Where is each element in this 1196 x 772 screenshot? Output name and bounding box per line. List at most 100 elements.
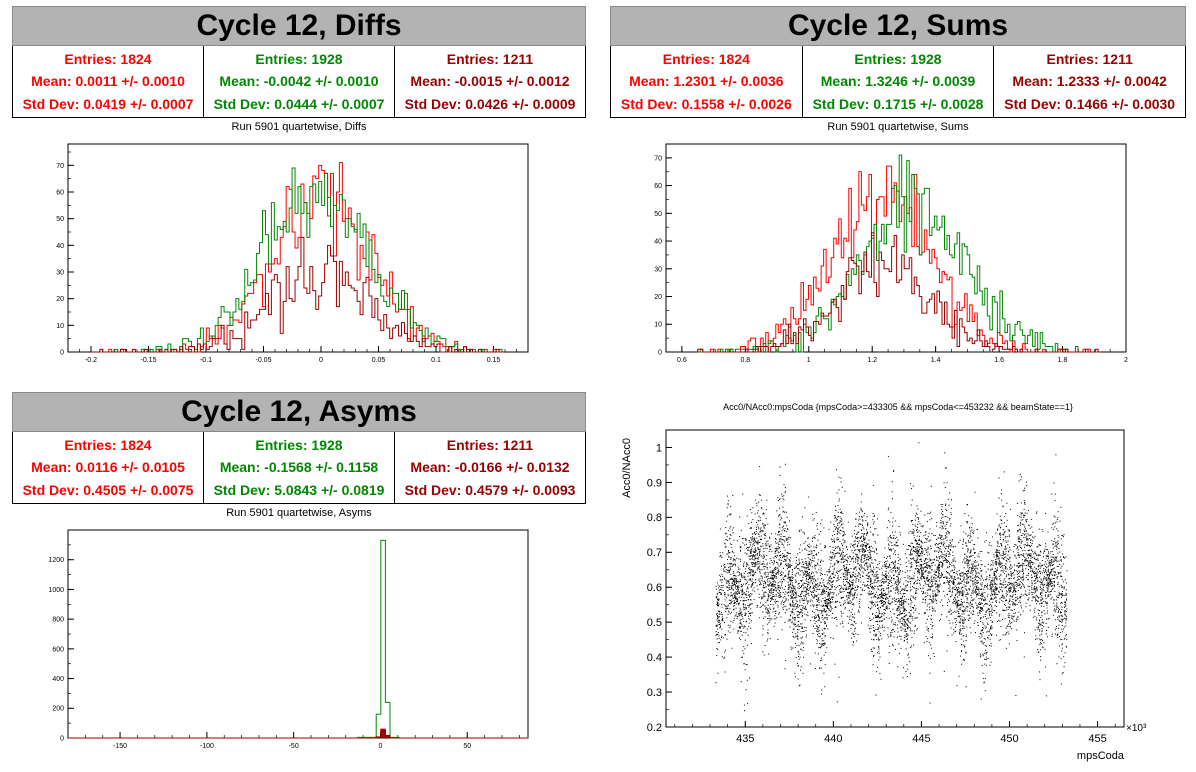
- scatter-point: [812, 588, 814, 589]
- scatter-point: [903, 583, 905, 585]
- scatter-point: [875, 574, 877, 576]
- scatter-point: [1060, 567, 1062, 569]
- scatter-point: [901, 599, 902, 601]
- scatter-point: [998, 565, 1000, 567]
- scatter-point: [753, 539, 755, 541]
- scatter-point: [870, 568, 872, 570]
- scatter-point: [991, 622, 993, 623]
- scatter-point: [920, 565, 922, 566]
- scatter-point: [911, 548, 913, 550]
- scatter-point: [798, 645, 800, 647]
- scatter-point: [1020, 542, 1022, 544]
- scatter-point: [946, 545, 948, 547]
- scatter-point: [969, 541, 971, 543]
- scatter-point: [1051, 581, 1053, 582]
- scatter-point: [941, 572, 943, 574]
- scatter-point: [816, 572, 818, 574]
- scatter-point: [874, 635, 876, 637]
- scatter-point: [726, 536, 728, 538]
- scatter-point: [834, 562, 836, 564]
- scatter-point: [965, 582, 967, 584]
- scatter-point: [1062, 536, 1064, 538]
- scatter-point: [735, 580, 737, 582]
- scatter-point: [1020, 502, 1022, 504]
- scatter-point: [800, 529, 802, 531]
- scatter-point: [729, 563, 731, 565]
- scatter-point: [879, 613, 881, 615]
- scatter-point: [868, 578, 870, 580]
- scatter-point: [873, 534, 874, 536]
- scatter-point: [1060, 571, 1062, 573]
- scatter-point: [963, 622, 965, 624]
- scatter-point: [955, 622, 957, 623]
- scatter-point: [999, 620, 1001, 622]
- scatter-point: [963, 659, 964, 660]
- scatter-point: [931, 565, 933, 567]
- scatter-point: [752, 582, 754, 584]
- scatter-point: [924, 571, 926, 573]
- scatter-point: [1001, 570, 1003, 572]
- scatter-point: [802, 612, 804, 614]
- scatter-point: [973, 580, 975, 582]
- scatter-point: [1028, 560, 1030, 562]
- scatter-point: [1052, 614, 1054, 616]
- scatter-point: [900, 586, 902, 588]
- scatter-point: [838, 538, 839, 540]
- scatter-point: [738, 591, 740, 593]
- scatter-point: [820, 635, 822, 637]
- scatter-point: [955, 603, 957, 605]
- scatter-point: [898, 567, 900, 569]
- scatter-point: [989, 638, 991, 640]
- scatter-point: [1023, 555, 1025, 557]
- scatter-point: [770, 581, 772, 583]
- scatter-point: [1066, 634, 1067, 636]
- scatter-point: [860, 564, 862, 566]
- scatter-point: [993, 554, 995, 556]
- scatter-point: [866, 565, 868, 567]
- scatter-point: [982, 608, 983, 610]
- scatter-point: [910, 647, 912, 648]
- scatter-point: [829, 600, 831, 601]
- scatter-point: [885, 565, 887, 567]
- scatter-point: [906, 590, 908, 592]
- scatter-point: [959, 593, 961, 595]
- scatter-point: [959, 629, 961, 631]
- scatter-point: [1051, 559, 1053, 561]
- scatter-point: [731, 566, 733, 568]
- scatter-point: [782, 525, 784, 527]
- scatter-point: [859, 523, 860, 525]
- scatter-point: [1018, 536, 1020, 538]
- scatter-point: [767, 581, 769, 583]
- scatter-point: [951, 539, 953, 541]
- scatter-point: [908, 603, 910, 605]
- plot-frame: [665, 143, 1127, 353]
- scatter-point: [739, 536, 741, 537]
- scatter-point: [788, 585, 790, 587]
- scatter-point: [896, 588, 898, 589]
- x-tick-label: -100: [200, 743, 214, 750]
- scatter-point: [860, 509, 862, 511]
- scatter-point: [775, 594, 777, 595]
- scatter-point: [826, 625, 828, 627]
- scatter-point: [837, 525, 839, 527]
- scatter-point: [784, 463, 786, 465]
- scatter-point: [834, 563, 836, 565]
- scatter-point: [921, 551, 922, 553]
- scatter-point: [793, 587, 795, 589]
- scatter-point: [865, 563, 867, 565]
- scatter-point: [1065, 598, 1067, 600]
- scatter-point: [948, 531, 949, 533]
- scatter-point: [991, 597, 993, 599]
- scatter-point: [886, 617, 888, 619]
- scatter-point: [744, 710, 745, 712]
- scatter-point: [906, 549, 908, 551]
- scatter-point: [997, 590, 999, 592]
- stat-entries: Entries: 1928: [255, 51, 343, 68]
- scatter-point: [975, 572, 977, 574]
- scatter-point: [1002, 557, 1004, 559]
- scatter-point: [1027, 510, 1029, 511]
- scatter-point: [927, 512, 929, 514]
- scatter-point: [1061, 579, 1063, 581]
- scatter-point: [881, 567, 883, 569]
